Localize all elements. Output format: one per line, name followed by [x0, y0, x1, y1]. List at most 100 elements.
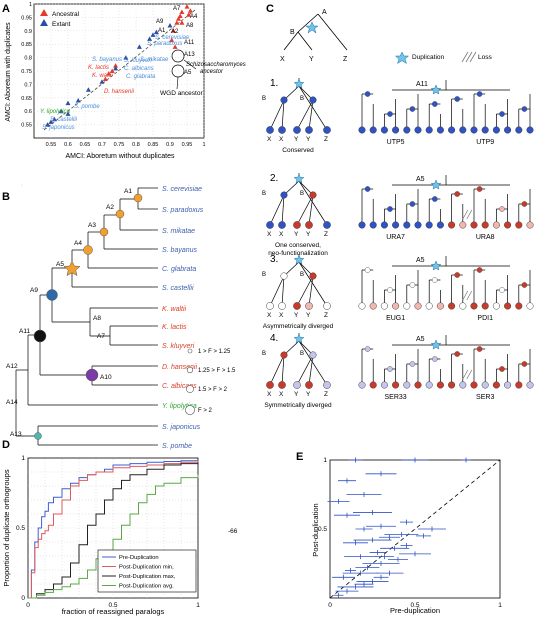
panel-c-letter: C — [266, 3, 274, 15]
ytick-label-a: 0.65 — [21, 96, 32, 102]
node-a1-circle — [133, 193, 143, 203]
ancestral-point-marker — [113, 63, 119, 68]
side-text: -66 — [228, 528, 238, 535]
gene-tree-node — [387, 206, 393, 212]
gene-tree-leaf — [448, 221, 456, 229]
label-a1: A1 — [158, 28, 166, 34]
label-y-lipolytica: Y. lipolytica — [40, 109, 70, 115]
scenario-leaf — [266, 381, 274, 389]
label-a4: A4 — [190, 14, 198, 20]
gene-tree-leaf — [369, 126, 377, 134]
node-a4-circle — [83, 245, 93, 255]
ytick-label-a: 0.8 — [24, 56, 32, 62]
legend-label: Pre-Duplication — [119, 555, 159, 561]
gene-tree-leaf — [515, 302, 523, 310]
gene-tree-leaf — [526, 126, 534, 134]
extant-point-marker — [45, 122, 51, 127]
gene-name-left: URA7 — [386, 234, 405, 241]
gene-tree-leaf — [504, 126, 512, 134]
gene-tree-leaf — [492, 381, 500, 389]
label-s-mikatae: S. mikatae — [140, 57, 169, 63]
size-legend-circle — [186, 385, 194, 393]
xtick-label-a: 0.9 — [166, 142, 174, 148]
gene-tree-leaf — [436, 126, 444, 134]
gene-tree-leaf — [504, 381, 512, 389]
gene-tree-leaf — [470, 381, 478, 389]
xtick-label-d: 0 — [26, 602, 30, 609]
scenario-branch — [308, 354, 314, 386]
node-label: A7 — [97, 333, 105, 340]
scenario-node — [309, 96, 317, 104]
scenario-leaf-label: X — [279, 312, 284, 319]
scheme-label-a: A — [322, 9, 327, 16]
scenario-leaf-label: Y — [294, 391, 299, 398]
gene-tree-node — [476, 91, 483, 97]
label-s-cerevisiae: S. cerevisiae — [155, 35, 190, 41]
gene-tree-node — [454, 351, 461, 357]
species-label: S. mikatae — [162, 228, 195, 235]
plot-a-grid — [34, 3, 205, 138]
gene-tree-leaf — [492, 126, 500, 134]
ytick-label-d: 0 — [21, 595, 25, 602]
scenario-leaf — [278, 381, 286, 389]
legend-label: Post-Duplication avg. — [119, 584, 174, 590]
gene-tree-leaf — [448, 381, 456, 389]
legend-ancestral: Ancestral — [52, 11, 80, 18]
ytick-label-d: 1 — [21, 455, 25, 462]
species-label: C. glabrata — [162, 266, 196, 273]
gene-tree-leaf — [526, 381, 534, 389]
scenario-leaf — [323, 302, 331, 310]
label-a9: A9 — [156, 19, 164, 25]
gene-tree-leaf — [392, 381, 400, 389]
scenario-leaf — [305, 302, 313, 310]
label-s-bayanus: S. bayanus — [92, 57, 122, 63]
gene-tree-node-label: A5 — [416, 176, 425, 183]
xtick-label-d: 1 — [196, 602, 200, 609]
scenario-branch — [269, 275, 285, 307]
legend-loss: Loss — [478, 54, 492, 61]
species-label: S. japonicus — [162, 424, 201, 431]
plot-a-xticks: 0.55 0.6 0.65 0.7 0.75 0.8 0.85 0.9 0.95 1 — [46, 142, 206, 148]
node-label: A2 — [106, 204, 114, 211]
scenario-node — [280, 96, 288, 104]
gene-tree-node — [431, 101, 438, 107]
scenario-row: 4. B B X X Y Y Z Symmetrically diverged A5 SER33 SE… — [262, 333, 534, 409]
label-s-pombe: S. pombe — [74, 104, 100, 110]
species-label: S. bayanus — [162, 247, 198, 254]
scenario-leaf — [293, 381, 301, 389]
gene-name-left: EUG1 — [386, 315, 405, 322]
gene-tree-node — [454, 96, 461, 102]
ancestral-point-marker — [177, 13, 183, 19]
plot-d-legend: Pre-Duplication Post-Duplication min, Post… — [102, 555, 176, 590]
scenario-caption: Asymmetrically diverged — [263, 323, 334, 330]
gene-tree-node — [521, 282, 528, 288]
size-legend-label: 1.25 > F > 1.5 — [198, 368, 236, 374]
series-line — [28, 462, 199, 599]
ytick-label-a: 1 — [29, 2, 32, 8]
gene-tree-leaf — [358, 126, 366, 134]
gene-tree-node — [431, 356, 438, 362]
gene-tree-leaf — [425, 221, 433, 229]
species-label: S. castellii — [162, 285, 194, 292]
extant-point-marker — [99, 79, 105, 84]
scenario-b1: B — [262, 96, 266, 102]
scenario-b2: B — [300, 351, 304, 357]
scenario-leaf — [323, 126, 331, 134]
gene-tree-leaf — [358, 221, 366, 229]
ytick-label-d: 0.5 — [16, 525, 25, 532]
scenario-leaf — [293, 221, 301, 229]
scenario-branch — [296, 354, 314, 386]
gene-tree-leaf — [515, 381, 523, 389]
node-a9-circle — [46, 289, 58, 301]
series-line — [28, 460, 198, 599]
scenario-leaf — [278, 302, 286, 310]
gene-tree-leaf — [436, 381, 444, 389]
loss-icon — [461, 51, 477, 63]
extant-point-marker — [136, 44, 142, 49]
gene-tree-leaf — [459, 221, 467, 229]
size-legend-label: F > 2 — [198, 408, 213, 414]
gene-tree-leaf — [448, 126, 456, 134]
legend-label: Post-Duplication max, — [119, 574, 176, 580]
scenario-b1: B — [262, 351, 266, 357]
